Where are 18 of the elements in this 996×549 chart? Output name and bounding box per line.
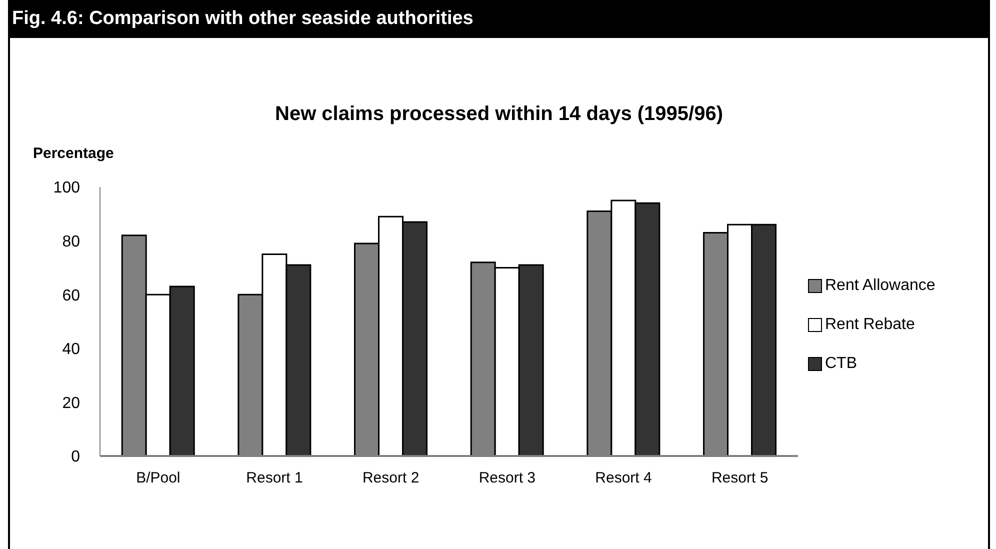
x-tick-label: Resort 2 xyxy=(362,470,420,487)
y-axis-title: Percentage xyxy=(33,145,114,162)
x-tick-label: Resort 5 xyxy=(711,470,768,487)
legend-label: Rent Allowance xyxy=(825,276,936,294)
x-tick-label: B/Pool xyxy=(136,470,180,487)
y-tick-label: 80 xyxy=(62,233,80,250)
chart-title: Fig. 4.6: Comparison with other seaside authorities xyxy=(8,0,990,38)
legend-label: CTB xyxy=(825,354,857,372)
chart-subtitle: New claims processed within 14 days (1995/96) xyxy=(274,103,724,126)
x-tick-label: Resort 3 xyxy=(478,470,536,487)
y-tick-label: 100 xyxy=(53,180,80,197)
x-tick-label: Resort 4 xyxy=(595,470,652,487)
y-tick-label: 60 xyxy=(62,287,80,304)
x-tick-label: Resort 1 xyxy=(246,470,303,487)
y-tick-label: 40 xyxy=(62,341,80,358)
legend-label: Rent Rebate xyxy=(825,316,915,334)
y-tick-label: 0 xyxy=(71,448,80,466)
y-tick-label: 20 xyxy=(62,394,80,412)
